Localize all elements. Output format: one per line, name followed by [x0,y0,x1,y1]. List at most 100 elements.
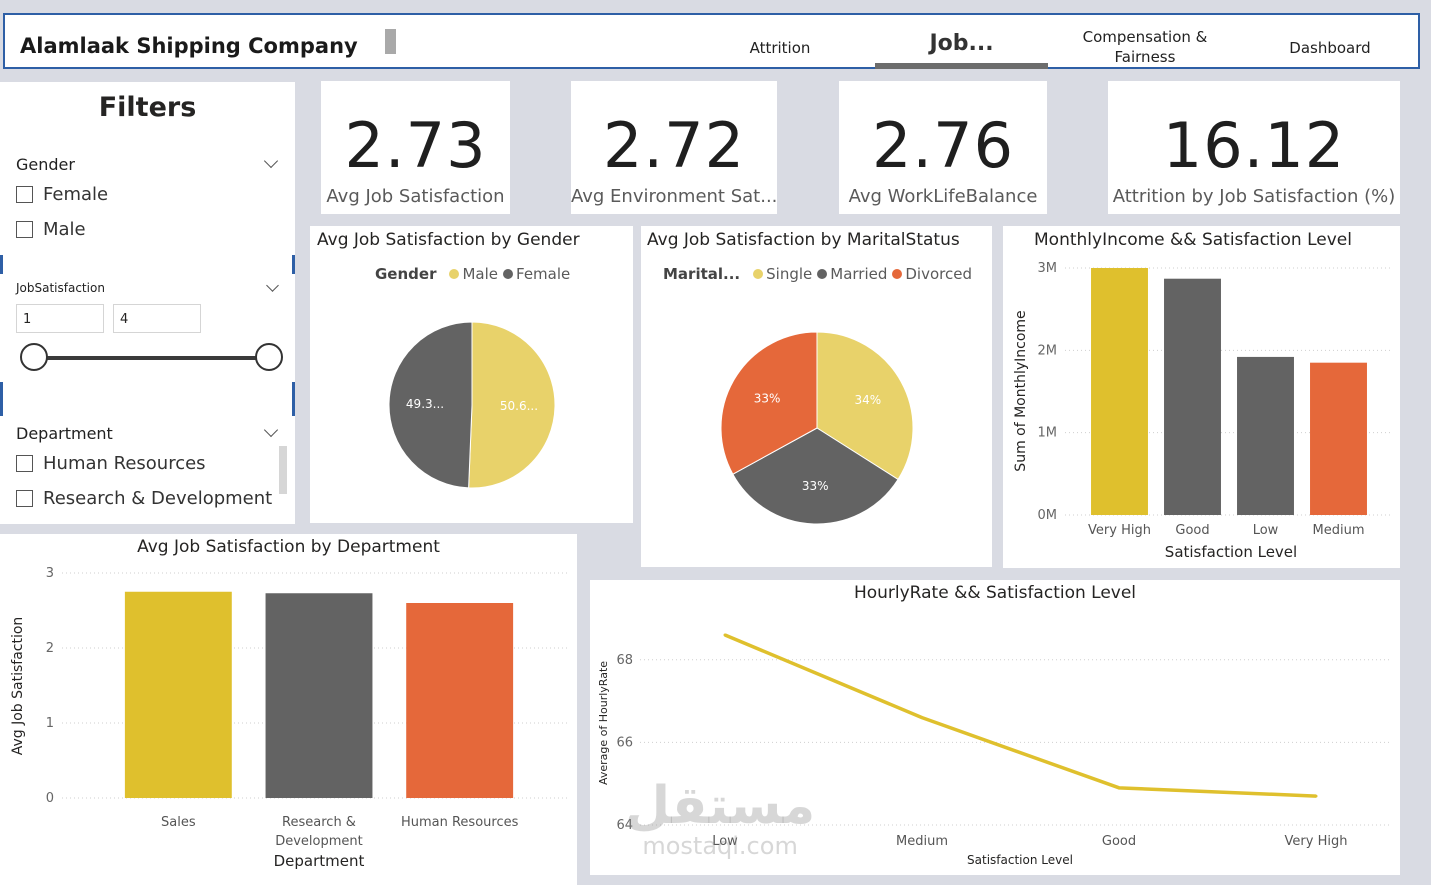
gender-pie-card: Avg Job Satisfaction by Gender Gender Mal… [310,226,633,523]
x-tick-label: Good [1175,523,1209,538]
range-slider-max-handle[interactable] [255,343,283,371]
kpi-value: 2.72 [602,109,746,182]
filters-title: Filters [98,92,197,123]
tab-compensation-fairness[interactable]: Compensation & Fairness [1082,28,1208,66]
chart-title: Avg Job Satisfaction by Gender [317,230,580,250]
chevron-down-icon[interactable] [266,279,279,292]
bar[interactable] [265,593,373,798]
kpi-card-job-satisfaction: 2.73 Avg Job Satisfaction [321,81,510,214]
legend-dot-icon [817,269,828,279]
x-tick-label: Medium [896,834,948,849]
jobsatisfaction-slicer-title: JobSatisfaction [16,281,105,295]
marital-pie-card: Avg Job Satisfaction by MaritalStatus Ma… [641,226,992,567]
gender-pie-chart[interactable]: 50.6... 49.3... [310,226,633,523]
bar[interactable] [1164,278,1221,515]
y-axis-title: Average of HourlyRate [597,661,610,785]
monthly-income-bar-card: MonthlyIncome && Satisfaction Level 0M 1M… [1003,226,1400,568]
range-slider-min-handle[interactable] [20,343,48,371]
data-label: 49.3... [406,397,444,411]
gender-option-female[interactable]: Female [16,184,108,205]
legend-item[interactable]: Married [830,265,888,283]
department-option-rd[interactable]: Research & Development [16,488,272,509]
legend-dot-icon [753,269,764,279]
gender-option-male[interactable]: Male [16,219,86,240]
monthly-income-bar-chart[interactable]: 0M 1M 2M 3M Very High Good Low Medium Satisfacti… [1003,226,1400,568]
tab-attrition[interactable]: Attrition [749,39,811,57]
kpi-value: 2.73 [344,109,487,182]
checkbox-icon[interactable] [16,490,33,507]
range-max-input[interactable]: 4 [113,304,201,333]
x-tick-label: Very High [1285,834,1348,849]
x-axis-title: Satisfaction Level [967,853,1073,867]
legend-item[interactable]: Female [516,265,571,283]
series-line[interactable] [724,633,1317,798]
y-tick-label: 0M [1038,508,1058,523]
pie-slice[interactable] [816,331,914,481]
company-title: Alamlaak Shipping Company [20,34,358,58]
marital-pie-chart[interactable]: 34% 33% 33% [641,226,992,567]
y-axis-title: Sum of MonthlyIncome [1013,310,1029,471]
y-tick-label: 1 [46,716,54,731]
checkbox-icon[interactable] [16,455,33,472]
hourly-rate-line-card: HourlyRate && Satisfaction Level 64 66 68 L… [590,580,1400,875]
data-label: 50.6... [500,399,538,413]
legend-item[interactable]: Male [462,265,499,283]
x-tick-label: Research & Development [275,815,363,849]
bar[interactable] [1310,362,1367,515]
x-axis-title: Satisfaction Level [1165,543,1297,561]
range-slider-track[interactable] [34,356,269,360]
focus-marker [0,255,3,274]
data-label: 33% [754,391,781,405]
filters-panel: Filters Gender Female Male JobSatisfacti… [0,82,295,524]
hourly-rate-line-chart[interactable]: 64 66 68 Low Medium Good Very High Satisfaction… [590,580,1400,875]
pie-slice[interactable] [720,331,818,475]
legend-dot-icon [503,269,514,279]
x-axis-title: Department [274,852,365,870]
x-tick-label: Low [1253,523,1279,538]
department-bar-card: Avg Job Satisfaction by Department 0 1 2 3 S… [0,534,577,885]
y-tick-label: 64 [616,818,633,833]
legend-item[interactable]: Divorced [905,265,972,283]
focus-marker [292,255,295,274]
bar[interactable] [1237,356,1294,515]
option-label: Male [43,219,86,240]
watermark-logo: مستقل mostaql.com [625,780,815,860]
department-bar-chart[interactable]: 0 1 2 3 Sales Research & Development Human Reso… [0,534,577,885]
legend-item[interactable]: Single [766,265,813,283]
checkbox-icon[interactable] [16,186,33,203]
tab-job-active[interactable]: Job... [929,31,994,56]
kpi-card-environment-satisfaction: 2.72 Avg Environment Sat... [571,81,777,214]
option-label: Human Resources [43,453,206,474]
data-label: 34% [854,393,881,407]
pie-slice[interactable] [388,321,473,489]
chevron-down-icon[interactable] [263,422,279,438]
legend-dot-icon [892,269,903,279]
chevron-down-icon[interactable] [263,153,279,169]
department-option-hr[interactable]: Human Resources [16,453,206,474]
department-scrollbar[interactable] [279,446,287,494]
bar[interactable] [124,591,232,798]
checkbox-icon[interactable] [16,221,33,238]
range-min-input[interactable]: 1 [16,304,104,333]
legend-title: Gender [375,265,437,283]
bar[interactable] [1091,268,1148,515]
chart-legend: Marital... Single Married Divorced [663,265,972,283]
x-tick-label: Medium [1313,523,1365,538]
watermark-arabic: مستقل [625,776,816,836]
option-label: Research & Development [43,488,273,509]
y-tick-label: 3 [46,566,54,581]
gender-slicer-title: Gender [16,155,75,174]
kpi-label: Attrition by Job Satisfaction (%) [1112,186,1396,207]
kpi-card-attrition-by-job-satisfaction: 16.12 Attrition by Job Satisfaction (%) [1108,81,1400,214]
focus-marker [0,382,3,416]
tab-dashboard[interactable]: Dashboard [1289,39,1371,57]
y-tick-label: 3M [1038,261,1058,276]
y-tick-label: 68 [616,653,633,668]
pie-slice[interactable] [468,321,556,489]
x-tick-label: Low [712,834,738,849]
kpi-label: Avg Environment Sat... [571,186,777,207]
legend-dot-icon [449,269,460,279]
bar[interactable] [406,603,514,798]
department-slicer-title: Department [16,424,113,443]
chart-title: Avg Job Satisfaction by MaritalStatus [647,230,960,250]
